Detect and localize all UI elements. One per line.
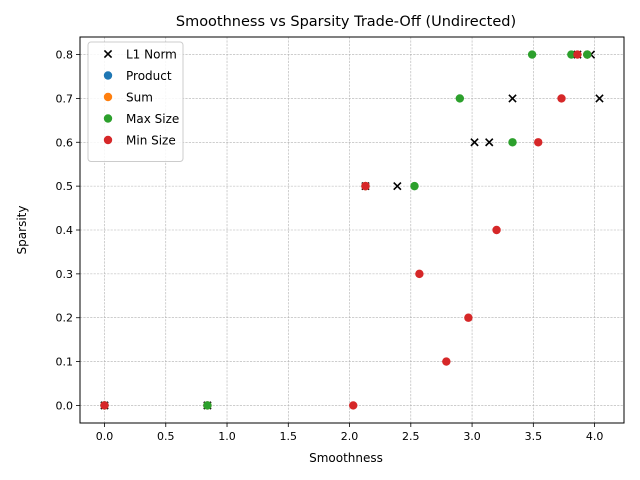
x-tick-label: 4.0	[586, 430, 604, 443]
min-size-point	[492, 225, 501, 235]
grid	[80, 37, 624, 423]
y-tick-label: 0.8	[56, 49, 74, 62]
min-size-point	[557, 94, 566, 103]
x-tick-label: 3.5	[525, 430, 543, 443]
x-tick-label: 2.5	[402, 430, 420, 443]
max-size-point	[567, 50, 576, 59]
legend-marker	[103, 49, 113, 59]
x-marker-stroke	[470, 138, 479, 147]
x-marker-stroke	[103, 49, 113, 59]
x-marker-stroke	[508, 94, 517, 103]
legend-label: L1 Norm	[126, 48, 177, 62]
y-tick-label: 0.7	[56, 92, 74, 105]
min-size-point	[534, 138, 543, 147]
series-group	[100, 50, 582, 410]
l1-norm-point	[470, 138, 479, 147]
data-points	[100, 50, 604, 410]
l1-norm-point	[508, 94, 517, 103]
y-tick-label: 0.1	[56, 356, 74, 369]
y-tick-label: 0.0	[56, 399, 74, 412]
max-size-point	[203, 401, 212, 410]
y-tick-label: 0.5	[56, 180, 74, 193]
x-tick-label: 1.0	[218, 430, 236, 443]
x-tick-label: 0.5	[157, 430, 175, 443]
axis-ticks: 0.0 0.5 1.0 1.5 2.0 2.5 3.0 3.5 4.0 0.0 0.1 0.2 0.3 0…	[56, 49, 604, 443]
legend-marker	[103, 135, 113, 145]
l1-norm-point	[595, 94, 604, 103]
y-tick-label: 0.3	[56, 268, 74, 281]
l1-norm-point	[393, 181, 402, 191]
x-tick-label: 1.5	[280, 430, 298, 443]
legend-label: Max Size	[126, 112, 179, 126]
y-axis-label: Sparsity	[15, 206, 29, 255]
y-tick-label: 0.4	[56, 224, 74, 237]
legend-label: Min Size	[126, 134, 176, 148]
min-size-point	[100, 401, 109, 410]
x-tick-label: 2.0	[341, 430, 359, 443]
x-tick-label: 0.0	[96, 430, 114, 443]
min-size-point	[361, 181, 370, 191]
x-tick-label: 3.0	[463, 430, 481, 443]
min-size-point	[349, 401, 358, 410]
legend-frame	[87, 41, 184, 162]
l1-norm-point	[485, 138, 494, 147]
legend-label: Product	[126, 69, 172, 83]
legend: L1 Norm Product Sum Max Size Min Size	[87, 41, 184, 162]
min-size-point	[415, 269, 424, 279]
x-axis-label: Smoothness	[309, 451, 383, 465]
max-size-point	[455, 94, 465, 103]
min-size-point	[442, 357, 451, 366]
max-size-point	[410, 181, 419, 191]
legend-marker	[103, 71, 113, 80]
max-size-point	[527, 50, 537, 59]
legend-label: Sum	[126, 91, 153, 105]
x-marker-stroke	[393, 181, 402, 191]
plot-frame	[79, 36, 625, 424]
min-size-point	[464, 313, 473, 322]
chart-title: Smoothness vs Sparsity Trade-Off (Undire…	[176, 14, 516, 30]
x-marker-stroke	[485, 138, 494, 147]
y-tick-label: 0.2	[56, 312, 74, 325]
legend-marker	[103, 114, 113, 123]
legend-marker	[103, 92, 113, 102]
max-size-point	[508, 138, 517, 147]
min-size-point	[573, 50, 582, 59]
max-size-point	[583, 50, 592, 59]
x-marker-stroke	[595, 94, 604, 103]
y-tick-label: 0.6	[56, 136, 74, 149]
